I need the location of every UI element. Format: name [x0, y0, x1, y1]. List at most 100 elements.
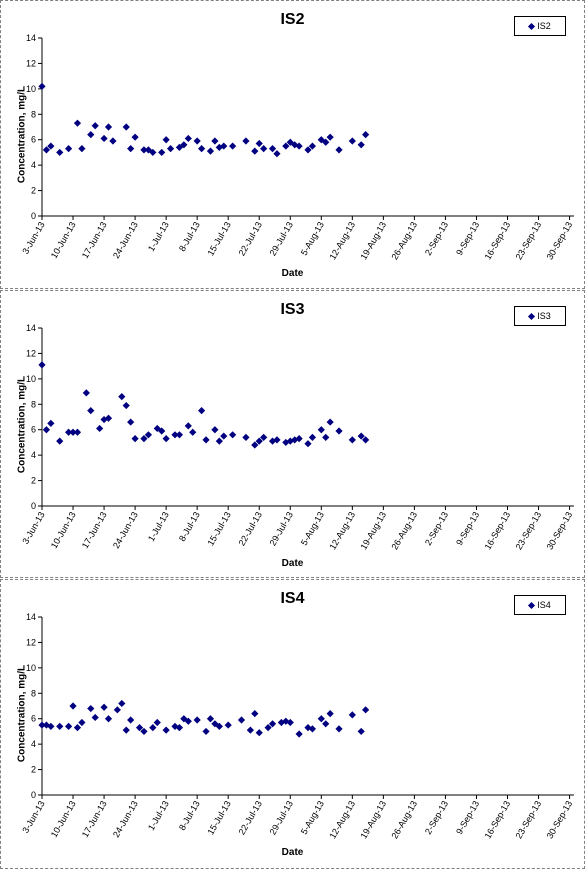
- y-tick-label: 2: [31, 186, 36, 196]
- data-point: [224, 721, 232, 729]
- data-point: [113, 706, 121, 714]
- data-point: [229, 431, 237, 439]
- data-point: [220, 142, 228, 150]
- y-tick-label: 10: [26, 663, 36, 673]
- data-point: [104, 414, 113, 422]
- x-tick-label: 9-Sep-13: [454, 220, 481, 257]
- x-tick-label: 23-Sep-13: [514, 220, 544, 261]
- data-point: [175, 431, 184, 439]
- x-tick-label: 29-Jul-13: [268, 799, 295, 837]
- data-point: [73, 119, 82, 127]
- chart-title: IS4: [280, 590, 305, 607]
- data-point: [357, 727, 365, 736]
- x-tick-label: 19-Aug-13: [358, 510, 388, 551]
- x-tick-label: 8-Jul-13: [177, 510, 202, 543]
- data-point: [73, 724, 82, 732]
- data-point: [211, 426, 219, 434]
- x-tick-label: 1-Jul-13: [146, 799, 171, 832]
- chart-plot: 0 2 4 6 8 10 12 14 3-Jun-13 10-Jun-13 17-Jun-13 24-…: [20, 33, 575, 261]
- data-point: [251, 710, 259, 718]
- y-tick-label: 6: [31, 135, 36, 145]
- data-point: [65, 722, 73, 730]
- y-tick-label: 4: [31, 160, 36, 170]
- data-point: [273, 150, 281, 158]
- data-point: [317, 426, 325, 434]
- y-tick-label: 0: [31, 211, 36, 221]
- data-point: [140, 146, 148, 154]
- x-tick-label: 23-Sep-13: [514, 799, 544, 840]
- x-tick-label: 26-Aug-13: [389, 220, 419, 261]
- data-point: [122, 401, 130, 410]
- x-tick-label: 10-Jun-13: [49, 799, 78, 839]
- data-point: [42, 426, 51, 434]
- x-tick-label: 5-Aug-13: [299, 220, 326, 257]
- data-point: [87, 704, 95, 713]
- y-tick-label: 10: [26, 374, 36, 384]
- x-tick-label: 30-Sep-13: [545, 220, 575, 261]
- x-tick-label: 19-Aug-13: [358, 799, 388, 840]
- x-tick-label: 16-Sep-13: [483, 220, 513, 261]
- data-point: [100, 703, 108, 711]
- data-point: [42, 146, 51, 154]
- x-tick-label: 17-Jun-13: [80, 510, 109, 550]
- data-point: [317, 715, 325, 723]
- data-point: [87, 131, 95, 139]
- data-point: [220, 432, 228, 440]
- x-tick-label: 3-Jun-13: [20, 799, 46, 835]
- data-point: [65, 145, 73, 153]
- chart-panel-is2: IS2 IS2 0 2 4 6 8 10 12 14 3-Jun-13 10-Jun-13 17-J…: [0, 0, 585, 289]
- data-point: [295, 435, 303, 443]
- data-point: [322, 433, 330, 441]
- y-tick-label: 8: [31, 399, 36, 409]
- data-point: [326, 133, 334, 141]
- x-tick-label: 22-Jul-13: [237, 220, 264, 258]
- chart-title: IS2: [280, 11, 305, 28]
- chart-panel-is4: IS4 IS4 0 2 4 6 8 10 12 14 3-Jun-13 10-Jun-13 17-J…: [0, 579, 585, 869]
- data-point: [260, 145, 268, 153]
- data-point: [242, 137, 250, 145]
- data-point: [304, 440, 312, 448]
- x-tick-label: 8-Jul-13: [177, 799, 202, 832]
- data-point: [268, 145, 277, 153]
- x-tick-label: 24-Jun-13: [111, 220, 140, 260]
- x-tick-label: 2-Sep-13: [423, 220, 450, 257]
- data-point: [47, 142, 55, 150]
- y-tick-label: 14: [26, 33, 36, 43]
- y-axis-label: Concentration, mg/L: [16, 664, 28, 763]
- data-point: [268, 720, 277, 728]
- chart-legend: IS4: [514, 595, 566, 615]
- data-point: [96, 424, 104, 433]
- x-tick-label: 22-Jul-13: [237, 799, 264, 837]
- chart-panel-is3: IS3 IS3 0 2 4 6 8 10 12 14 3-Jun-13 10-Jun-13 17-J…: [0, 290, 585, 578]
- x-tick-label: 23-Sep-13: [514, 510, 544, 551]
- chart-title: IS3: [280, 301, 305, 318]
- y-tick-label: 0: [31, 790, 36, 800]
- data-point: [326, 418, 334, 426]
- data-point: [229, 142, 237, 150]
- data-point: [127, 418, 135, 426]
- x-axis-label: Date: [281, 268, 304, 279]
- x-tick-label: 22-Jul-13: [237, 510, 264, 548]
- data-point: [131, 133, 139, 141]
- chart-legend: IS3: [514, 306, 566, 326]
- data-point: [144, 431, 152, 439]
- x-tick-label: 2-Sep-13: [423, 510, 450, 547]
- data-point: [295, 142, 303, 150]
- data-point: [56, 722, 64, 730]
- data-point: [162, 435, 170, 443]
- x-tick-label: 9-Sep-13: [454, 510, 481, 547]
- x-tick-label: 15-Jul-13: [206, 220, 233, 258]
- x-tick-label: 16-Sep-13: [483, 510, 513, 551]
- data-point: [38, 361, 46, 369]
- data-point: [211, 137, 219, 145]
- data-point: [158, 148, 166, 157]
- data-point: [127, 145, 135, 153]
- data-point: [198, 145, 206, 153]
- x-tick-label: 1-Jul-13: [146, 220, 171, 253]
- data-point: [127, 716, 135, 724]
- x-tick-label: 5-Aug-13: [299, 510, 326, 547]
- chart-plot: 0 2 4 6 8 10 12 14 3-Jun-13 10-Jun-13 17-Jun-13 24-…: [20, 323, 574, 551]
- data-point: [78, 145, 86, 153]
- x-tick-label: 19-Aug-13: [358, 220, 388, 261]
- data-point: [166, 145, 175, 153]
